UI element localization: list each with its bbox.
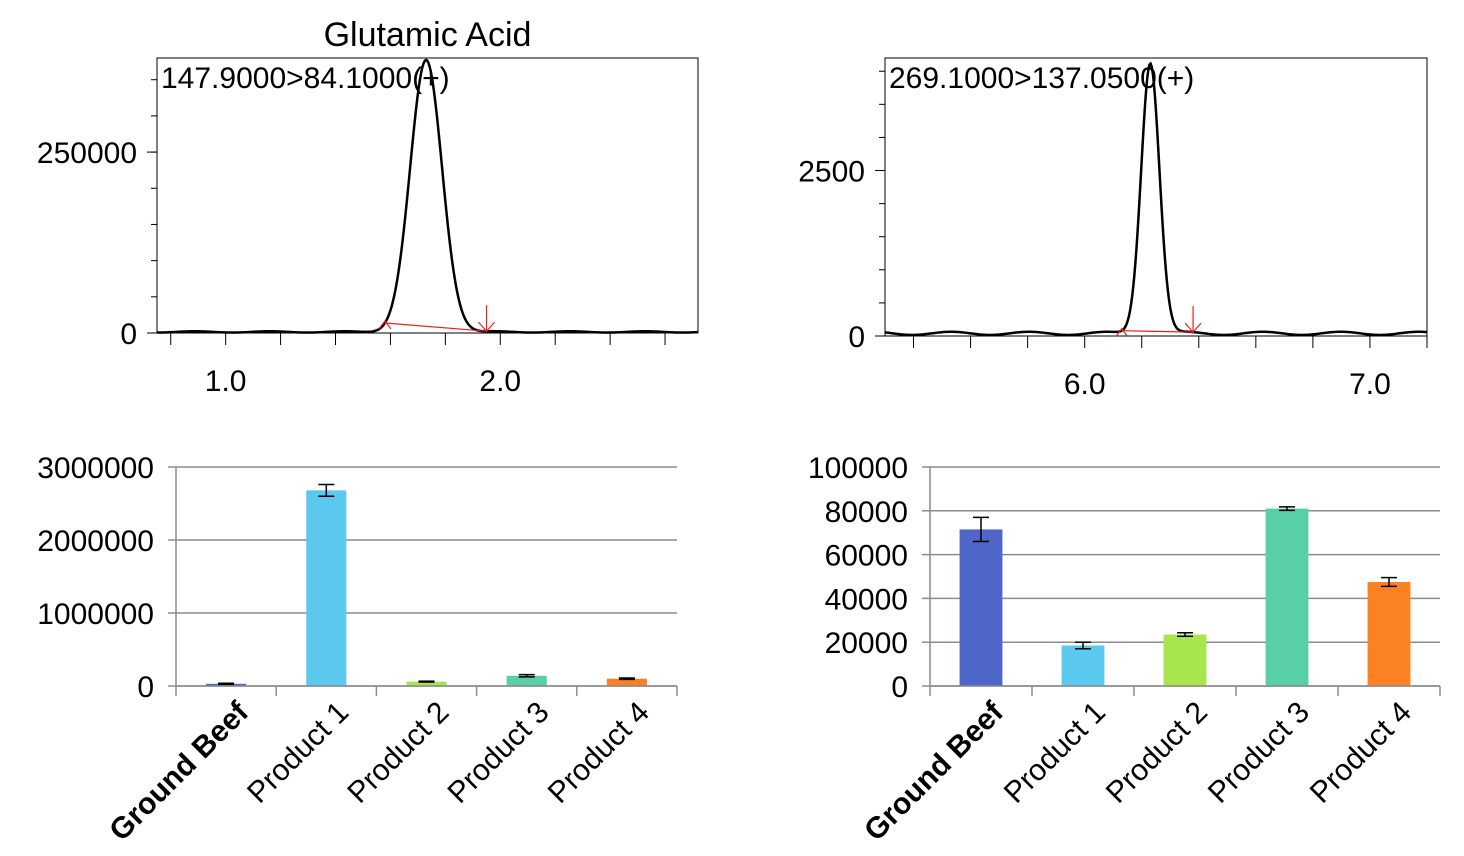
integration-baseline <box>384 322 487 332</box>
bar <box>1061 645 1105 686</box>
category-label: Product 2 <box>341 696 455 810</box>
y-tick-label: 0 <box>848 321 865 354</box>
y-tick-label: 0 <box>120 318 137 351</box>
category-label: Product 3 <box>442 696 556 810</box>
category-label: Product 4 <box>1304 696 1418 810</box>
x-tick-label: 7.0 <box>1349 368 1391 401</box>
y-tick-label: 3000000 <box>37 452 154 485</box>
bar <box>506 675 547 686</box>
y-tick-label: 250000 <box>37 137 137 170</box>
y-tick-label: 100000 <box>808 452 908 485</box>
y-tick-label: 40000 <box>825 583 908 616</box>
integration-baseline <box>1121 330 1194 333</box>
x-tick-label: 1.0 <box>205 365 247 398</box>
bar <box>959 529 1003 686</box>
trace-label: 269.1000>137.0500(+) <box>889 62 1194 95</box>
y-tick-label: 2500 <box>798 156 865 189</box>
chromatogram-trace <box>884 61 1428 337</box>
y-tick-label: 20000 <box>825 627 908 660</box>
y-tick-label: 60000 <box>825 540 908 573</box>
bar <box>1265 508 1309 686</box>
bar <box>1367 581 1411 686</box>
chart-title: Glutamic Acid <box>324 16 532 54</box>
chromatogram-trace <box>156 58 699 334</box>
y-tick-label: 80000 <box>825 496 908 529</box>
category-label: Product 2 <box>1100 696 1214 810</box>
category-label: Product 3 <box>1202 696 1316 810</box>
category-label: Product 4 <box>542 696 656 810</box>
plot-frame <box>156 57 699 334</box>
bar <box>306 490 347 686</box>
chromatogram-glutamic-acid: Glutamic Acid 0 250000 1.0 2.0 147.9000>84.10… <box>37 16 699 398</box>
plot-frame <box>884 57 1428 337</box>
bar <box>406 681 447 686</box>
category-label: Product 1 <box>241 696 355 810</box>
bar <box>1163 634 1207 686</box>
trace-label: 147.9000>84.1000(+) <box>161 62 450 95</box>
x-tick-label: 6.0 <box>1064 368 1106 401</box>
y-tick-label: 0 <box>891 671 908 704</box>
x-tick-label: 2.0 <box>479 365 521 398</box>
y-tick-label: 2000000 <box>37 525 154 558</box>
category-label: Product 1 <box>998 696 1112 810</box>
peak-end-arrowhead <box>478 321 495 333</box>
category-label: Ground Beef <box>103 695 256 848</box>
peak-end-arrowhead <box>1184 322 1202 333</box>
y-tick-label: 1000000 <box>37 598 154 631</box>
peak-start-marker <box>1115 327 1129 338</box>
chromatogram-2: 0 2500 6.0 7.0 269.1000>137.0500(+) <box>798 57 1428 401</box>
bar <box>606 678 647 686</box>
category-label: Ground Beef <box>858 695 1011 848</box>
y-tick-label: 0 <box>137 671 154 704</box>
peak-start-marker <box>378 319 392 330</box>
